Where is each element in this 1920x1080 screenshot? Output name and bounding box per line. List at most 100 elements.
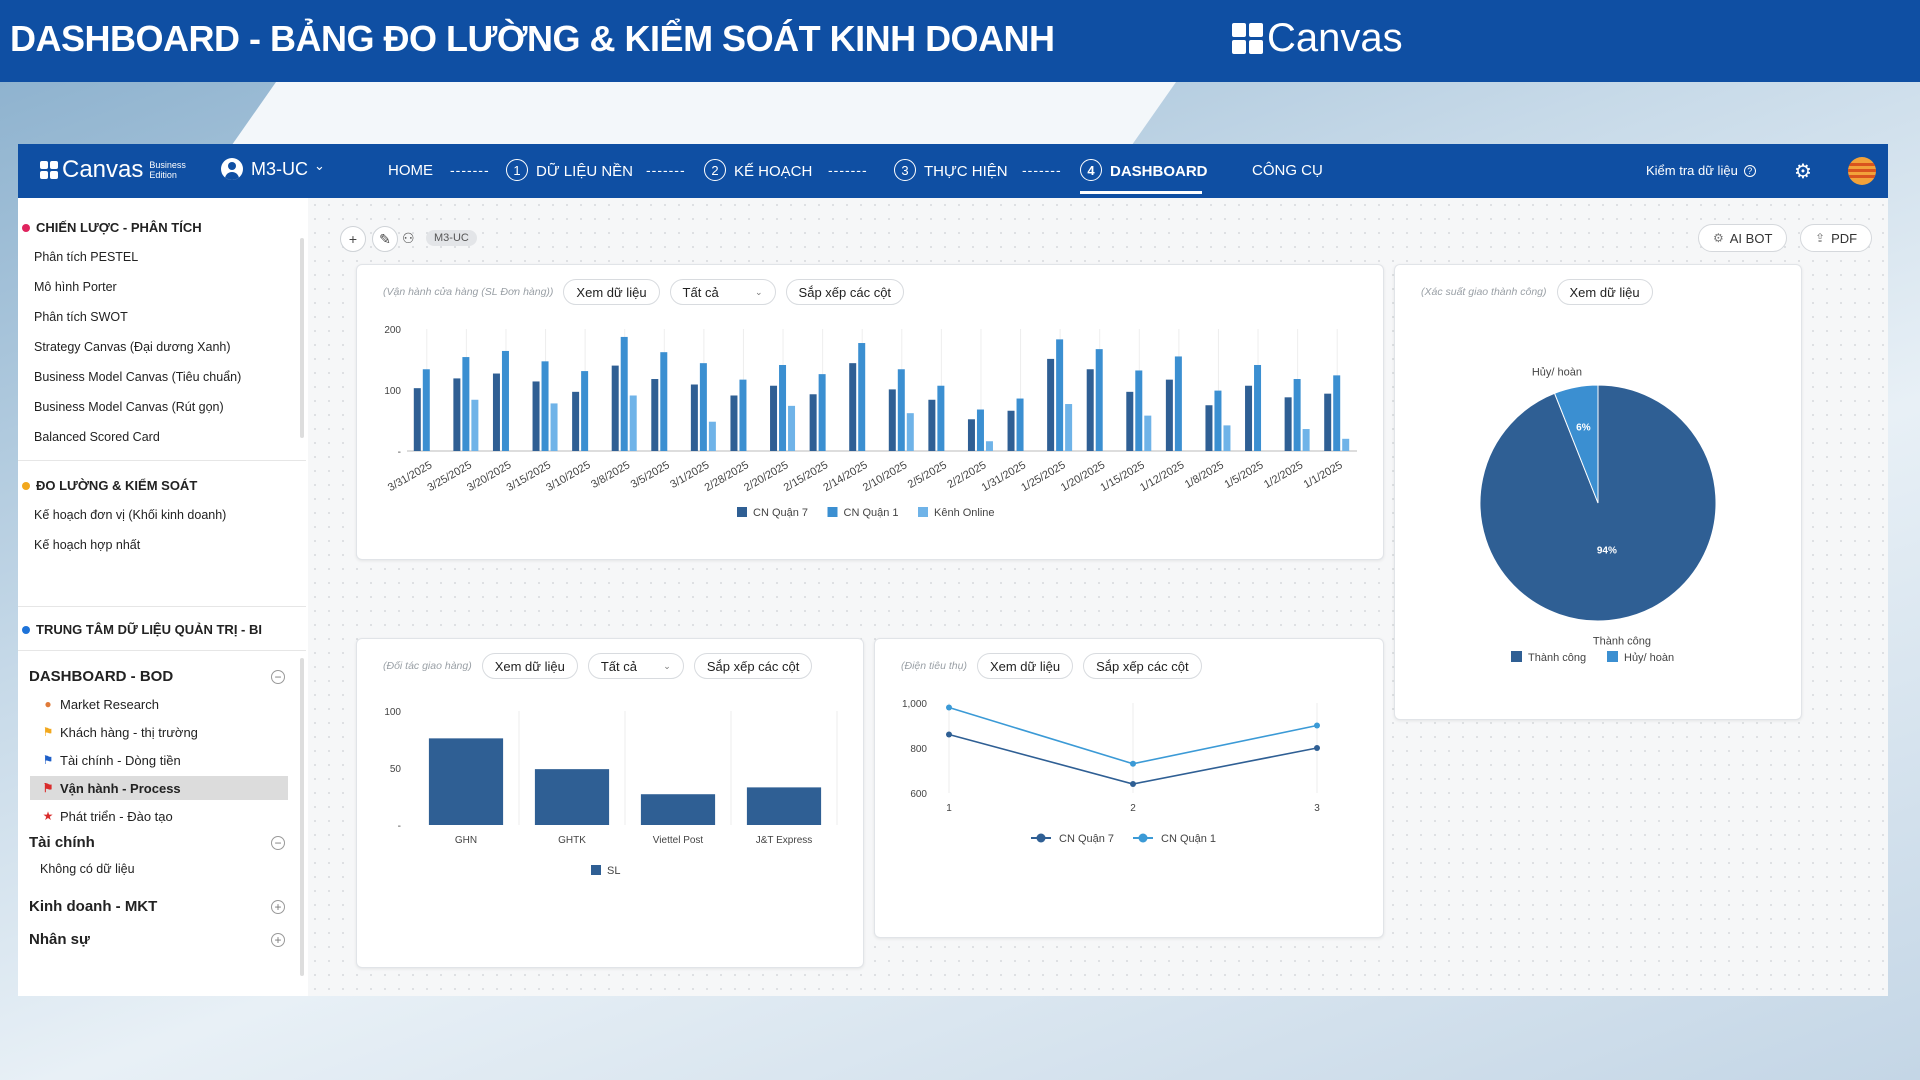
filter-select[interactable]: Tất cả ⌄ — [587, 653, 684, 679]
sidebar-item-bsc[interactable]: Balanced Scored Card — [34, 430, 160, 444]
ai-bot-button[interactable]: ⚙ AI BOT — [1698, 224, 1788, 252]
nav-tools[interactable]: CÔNG CỤ — [1252, 162, 1323, 179]
check-data-link[interactable]: Kiểm tra dữ liệu? — [1646, 163, 1756, 178]
flag-icon: ⚑ — [42, 753, 54, 767]
bar-1 — [1174, 356, 1182, 451]
x-tick-label: 2/20/2025 — [742, 459, 790, 494]
x-tick-label: 1/12/2025 — [1138, 459, 1186, 494]
edition-label: Business Edition — [149, 160, 186, 180]
view-data-button[interactable]: Xem dữ liệu — [481, 653, 578, 679]
sidebar-item-customer-market[interactable]: ⚑ Khách hàng - thị trường — [42, 724, 198, 740]
bar-2 — [471, 399, 479, 451]
collapse-icon[interactable]: − — [271, 836, 285, 850]
nav-step-execute[interactable]: 3 THỰC HIỆN — [894, 159, 1008, 181]
legend-label: Hủy/ hoàn — [1624, 652, 1674, 664]
upload-icon: ⇪ — [1815, 231, 1826, 245]
user-menu[interactable]: M3-UC ⌄ — [221, 158, 325, 180]
banner-logo: Canvas — [1232, 16, 1403, 61]
dot-icon — [22, 481, 30, 490]
x-tick-label: 1/31/2025 — [980, 459, 1028, 494]
bar — [534, 769, 610, 825]
view-data-button[interactable]: Xem dữ liệu — [976, 653, 1074, 679]
data-point — [1130, 760, 1136, 767]
sidebar-group-strategy[interactable]: CHIẾN LƯỢC - PHÂN TÍCH — [22, 220, 202, 235]
x-tick-label: 1/8/2025 — [1183, 459, 1226, 491]
bar-1 — [1254, 364, 1262, 451]
sidebar-item-operations-process[interactable]: ⚑ Vận hành - Process — [30, 776, 288, 800]
chevron-down-icon: ⌄ — [663, 660, 671, 671]
bar-2 — [1302, 429, 1310, 451]
bar-1 — [818, 374, 826, 451]
expand-icon[interactable]: + — [271, 900, 285, 914]
sidebar-item-market-research[interactable]: ● Market Research — [30, 692, 288, 716]
bar-0 — [413, 388, 421, 451]
pdf-button[interactable]: ⇪ PDF — [1800, 224, 1873, 252]
sidebar-item-porter[interactable]: Mô hình Porter — [34, 280, 117, 294]
flag-icon: ⚑ — [42, 781, 54, 795]
bar-0 — [770, 385, 778, 451]
bar-1 — [422, 369, 430, 451]
sort-columns-button[interactable]: Sắp xếp các cột — [785, 279, 905, 305]
bar-1 — [501, 350, 509, 451]
bar-0 — [967, 419, 975, 451]
user-name: M3-UC — [251, 158, 308, 179]
sidebar-item-pestel[interactable]: Phân tích PESTEL — [34, 250, 139, 264]
card-delivery-success: (Xác suất giao thành công) Xem dữ liệu 9… — [1394, 264, 1802, 720]
nav-step-dashboard[interactable]: 4 DASHBOARD — [1080, 159, 1208, 181]
expand-icon[interactable]: + — [271, 933, 285, 947]
nav-home[interactable]: HOME — [388, 162, 433, 179]
nav-separator: ------- — [646, 162, 686, 178]
legend-label: Thành công — [1528, 652, 1586, 664]
nav-step-data[interactable]: 1 DỮ LIỆU NỀN — [506, 159, 633, 181]
sidebar-item-swot[interactable]: Phân tích SWOT — [34, 310, 128, 324]
bar-0 — [492, 373, 500, 451]
sidebar-item-bmc-short[interactable]: Business Model Canvas (Rút gọn) — [34, 400, 224, 414]
sidebar-item-unit-plan[interactable]: Kế hoạch đơn vị (Khối kinh doanh) — [34, 508, 227, 522]
x-tick-label: 3/8/2025 — [589, 459, 632, 491]
x-tick-label: Viettel Post — [653, 835, 704, 846]
sidebar-group-measure[interactable]: ĐO LƯỜNG & KIỂM SOÁT — [22, 478, 197, 493]
sidebar-item-finance-cashflow[interactable]: ⚑ Tài chính - Dòng tiền — [42, 752, 181, 768]
sidebar-item-bmc-standard[interactable]: Business Model Canvas (Tiêu chuẩn) — [34, 370, 242, 384]
gear-icon[interactable]: ⚙ — [1794, 161, 1812, 183]
bar-2 — [550, 403, 558, 451]
help-icon: ? — [1743, 164, 1756, 177]
sidebar-item-development-training[interactable]: ★ Phát triển - Đào tạo — [42, 808, 173, 824]
sidebar-scrollbar[interactable] — [300, 238, 304, 438]
brand-name: Canvas — [62, 156, 144, 183]
section-sales-mkt[interactable]: Kinh doanh - MKT — [29, 898, 158, 915]
app-logo[interactable]: Canvas Business Edition — [40, 156, 186, 184]
legend-swatch — [591, 865, 601, 875]
sidebar-item-consolidated-plan[interactable]: Kế hoạch hợp nhất — [34, 538, 141, 552]
sidebar-group-bi[interactable]: TRUNG TÂM DỮ LIỆU QUẢN TRỊ - BI — [22, 622, 262, 637]
collapse-icon[interactable]: − — [271, 670, 285, 684]
flag-icon[interactable] — [1848, 157, 1876, 185]
legend-swatch — [1607, 651, 1618, 662]
add-icon[interactable]: + — [340, 226, 366, 252]
sort-columns-button[interactable]: Sắp xếp các cột — [1083, 653, 1202, 679]
bar-2 — [1144, 415, 1152, 451]
filter-select[interactable]: Tất cả ⌄ — [669, 279, 776, 305]
sort-columns-button[interactable]: Sắp xếp các cột — [693, 653, 813, 679]
x-tick-label: 2/14/2025 — [821, 459, 869, 494]
sidebar-item-strategy-canvas[interactable]: Strategy Canvas (Đại dương Xanh) — [34, 340, 231, 354]
bar-0 — [453, 378, 461, 451]
nav-step-plan[interactable]: 2 KẾ HOẠCH — [704, 159, 812, 181]
star-icon: ★ — [42, 809, 54, 823]
top-navigation: Canvas Business Edition M3-UC ⌄ HOME ----… — [18, 144, 1888, 198]
bar-1 — [581, 371, 589, 451]
card-delivery-partners: (Đối tác giao hàng) Xem dữ liệu Tất cả ⌄ … — [356, 638, 864, 968]
bar-2 — [906, 413, 914, 451]
section-dashboard-bod[interactable]: DASHBOARD - BOD — [29, 668, 174, 685]
sidebar-scrollbar[interactable] — [300, 658, 304, 976]
x-tick-label: 2/28/2025 — [703, 459, 751, 494]
section-hr[interactable]: Nhân sự — [29, 931, 90, 948]
section-finance[interactable]: Tài chính — [29, 834, 95, 851]
view-data-button[interactable]: Xem dữ liệu — [563, 279, 660, 305]
view-data-button[interactable]: Xem dữ liệu — [1556, 279, 1653, 305]
edit-icon[interactable]: ✎ — [372, 226, 398, 252]
people-icon[interactable]: ⚇ — [402, 230, 415, 246]
card-store-operations: (Vận hành cửa hàng (SL Đơn hàng)) Xem dữ… — [356, 264, 1384, 560]
x-tick-label: 1/15/2025 — [1098, 459, 1146, 494]
canvas-logo-icon — [1232, 23, 1263, 54]
